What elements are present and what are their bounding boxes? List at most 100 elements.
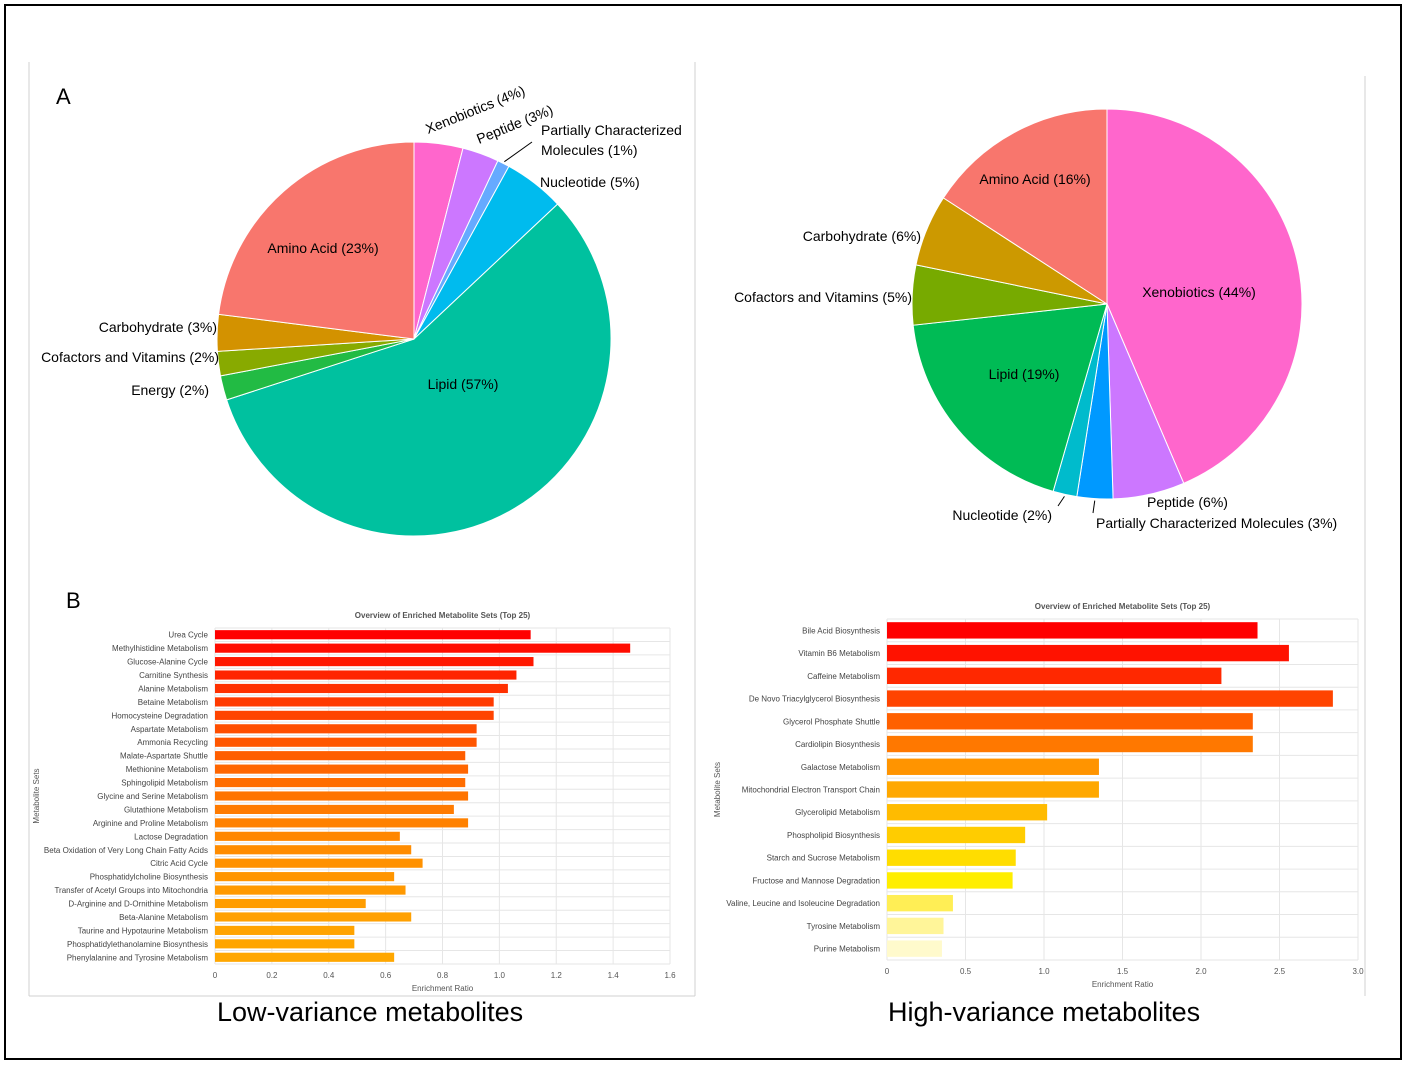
bar (887, 894, 953, 912)
pie-slice (912, 303, 1108, 493)
category-label: Phosphatidylcholine Biosynthesis (90, 873, 208, 882)
bar (215, 657, 534, 667)
x-tick-label: 0.4 (323, 971, 335, 980)
caption-high-variance: High-variance metabolites (888, 997, 1201, 1027)
x-tick-label: 1.0 (1038, 967, 1050, 976)
category-label: Vitamin B6 Metabolism (798, 649, 880, 658)
x-tick-label: 3.0 (1352, 967, 1364, 976)
category-label: Lactose Degradation (134, 832, 208, 841)
category-label: Phospholipid Biosynthesis (787, 831, 880, 840)
category-label: Mitochondrial Electron Transport Chain (742, 786, 880, 795)
x-tick-label: 1.5 (1117, 967, 1129, 976)
x-axis-label: Enrichment Ratio (412, 984, 474, 993)
bar (887, 940, 942, 957)
pie-chart-high-variance: Xenobiotics (44%) Peptide (6%) Partially C… (734, 108, 1337, 531)
bar (215, 643, 631, 653)
bar (887, 872, 1013, 889)
pie-label: Cofactors and Vitamins (2%) (41, 349, 219, 365)
category-label: Phosphatidylethanolamine Biosynthesis (67, 940, 208, 949)
bar (215, 845, 412, 855)
category-label: Methionine Metabolism (126, 765, 209, 774)
x-tick-label: 1.0 (494, 971, 506, 980)
x-tick-label: 2.0 (1195, 967, 1207, 976)
x-tick-label: 0.8 (437, 971, 449, 980)
pie-slice (226, 203, 612, 537)
bar (215, 804, 454, 815)
chart-title: Overview of Enriched Metabolite Sets (To… (1035, 602, 1211, 611)
category-label: Carnitine Synthesis (139, 671, 208, 680)
pie-label: Cofactors and Vitamins (5%) (734, 289, 912, 305)
category-label: Glutathione Metabolism (124, 805, 208, 814)
category-label: Urea Cycle (168, 631, 208, 640)
figure-frame (4, 4, 1402, 1060)
category-label: Taurine and Hypotaurine Metabolism (78, 926, 209, 935)
bar (215, 872, 395, 882)
x-axis-label: Enrichment Ratio (1092, 980, 1154, 989)
bar (887, 781, 1099, 798)
category-label: Alanine Metabolism (138, 684, 208, 693)
category-label: Galactose Metabolism (801, 763, 880, 772)
category-label: Homocysteine Degradation (112, 711, 209, 720)
bar (887, 758, 1099, 775)
bar (215, 952, 395, 962)
category-label: Caffeine Metabolism (807, 672, 880, 681)
pie-label: Partially Characterized Molecules (3%) (1096, 515, 1337, 531)
x-tick-label: 1.6 (664, 971, 676, 980)
category-label: D-Arginine and D-Ornithine Metabolism (68, 900, 208, 909)
bar (887, 713, 1253, 730)
bar (887, 644, 1289, 662)
bar (887, 917, 944, 935)
bar (215, 885, 406, 895)
bar-chart-high-variance: Overview of Enriched Metabolite Sets (To… (713, 602, 1364, 989)
bar (215, 818, 469, 828)
pie-label: Xenobiotics (44%) (1142, 284, 1256, 300)
category-label: Aspartate Metabolism (131, 725, 209, 734)
bar-chart-low-variance: Overview of Enriched Metabolite Sets (To… (32, 611, 676, 993)
bar (887, 667, 1222, 685)
x-tick-label: 0.2 (266, 971, 278, 980)
category-label: Valine, Leucine and Isoleucine Degradati… (726, 899, 880, 908)
bar (215, 697, 494, 707)
category-label: Cardiolipin Biosynthesis (795, 740, 880, 749)
bar (215, 710, 494, 720)
pie-label: Carbohydrate (3%) (99, 319, 217, 335)
pie-label: Amino Acid (16%) (979, 171, 1090, 187)
x-tick-label: 0.5 (960, 967, 972, 976)
category-label: Arginine and Proline Metabolism (93, 819, 209, 828)
category-label: Citric Acid Cycle (150, 859, 208, 868)
bar (215, 831, 400, 841)
category-label: Purine Metabolism (814, 945, 881, 954)
category-label: Beta-Alanine Metabolism (119, 913, 208, 922)
category-label: Methylhistidine Metabolism (112, 644, 208, 653)
category-label: Fructose and Mannose Degradation (752, 876, 880, 885)
y-axis-label: Metabolite Sets (713, 762, 722, 817)
bar (215, 939, 355, 949)
category-label: Glycine and Serine Metabolism (97, 792, 208, 801)
category-label: Beta Oxidation of Very Long Chain Fatty … (44, 846, 208, 855)
pie-label: Nucleotide (5%) (540, 174, 640, 190)
bar (215, 764, 469, 774)
category-label: Tyrosine Metabolism (807, 922, 881, 931)
pie-leader-line (504, 141, 533, 163)
x-tick-label: 0 (213, 971, 218, 980)
caption-low-variance: Low-variance metabolites (217, 997, 524, 1027)
y-axis-label: Metabolite Sets (32, 768, 41, 823)
pie-slice (1106, 108, 1303, 484)
x-tick-label: 0 (885, 967, 890, 976)
pie-label: Energy (2%) (131, 382, 209, 398)
bar (215, 791, 469, 801)
x-tick-label: 1.2 (551, 971, 563, 980)
pie-leader-line (1092, 500, 1096, 514)
chart-title: Overview of Enriched Metabolite Sets (To… (355, 611, 531, 620)
pie-slice (942, 108, 1108, 305)
category-label: De Novo Triacylglycerol Biosynthesis (749, 695, 880, 704)
category-label: Bile Acid Biosynthesis (802, 626, 880, 635)
bar (215, 898, 366, 909)
bar (215, 737, 477, 747)
category-label: Malate-Aspartate Shuttle (120, 752, 209, 761)
bar (215, 670, 517, 680)
category-label: Starch and Sucrose Metabolism (767, 854, 881, 863)
pie-slice (217, 141, 415, 340)
bar (215, 751, 466, 761)
